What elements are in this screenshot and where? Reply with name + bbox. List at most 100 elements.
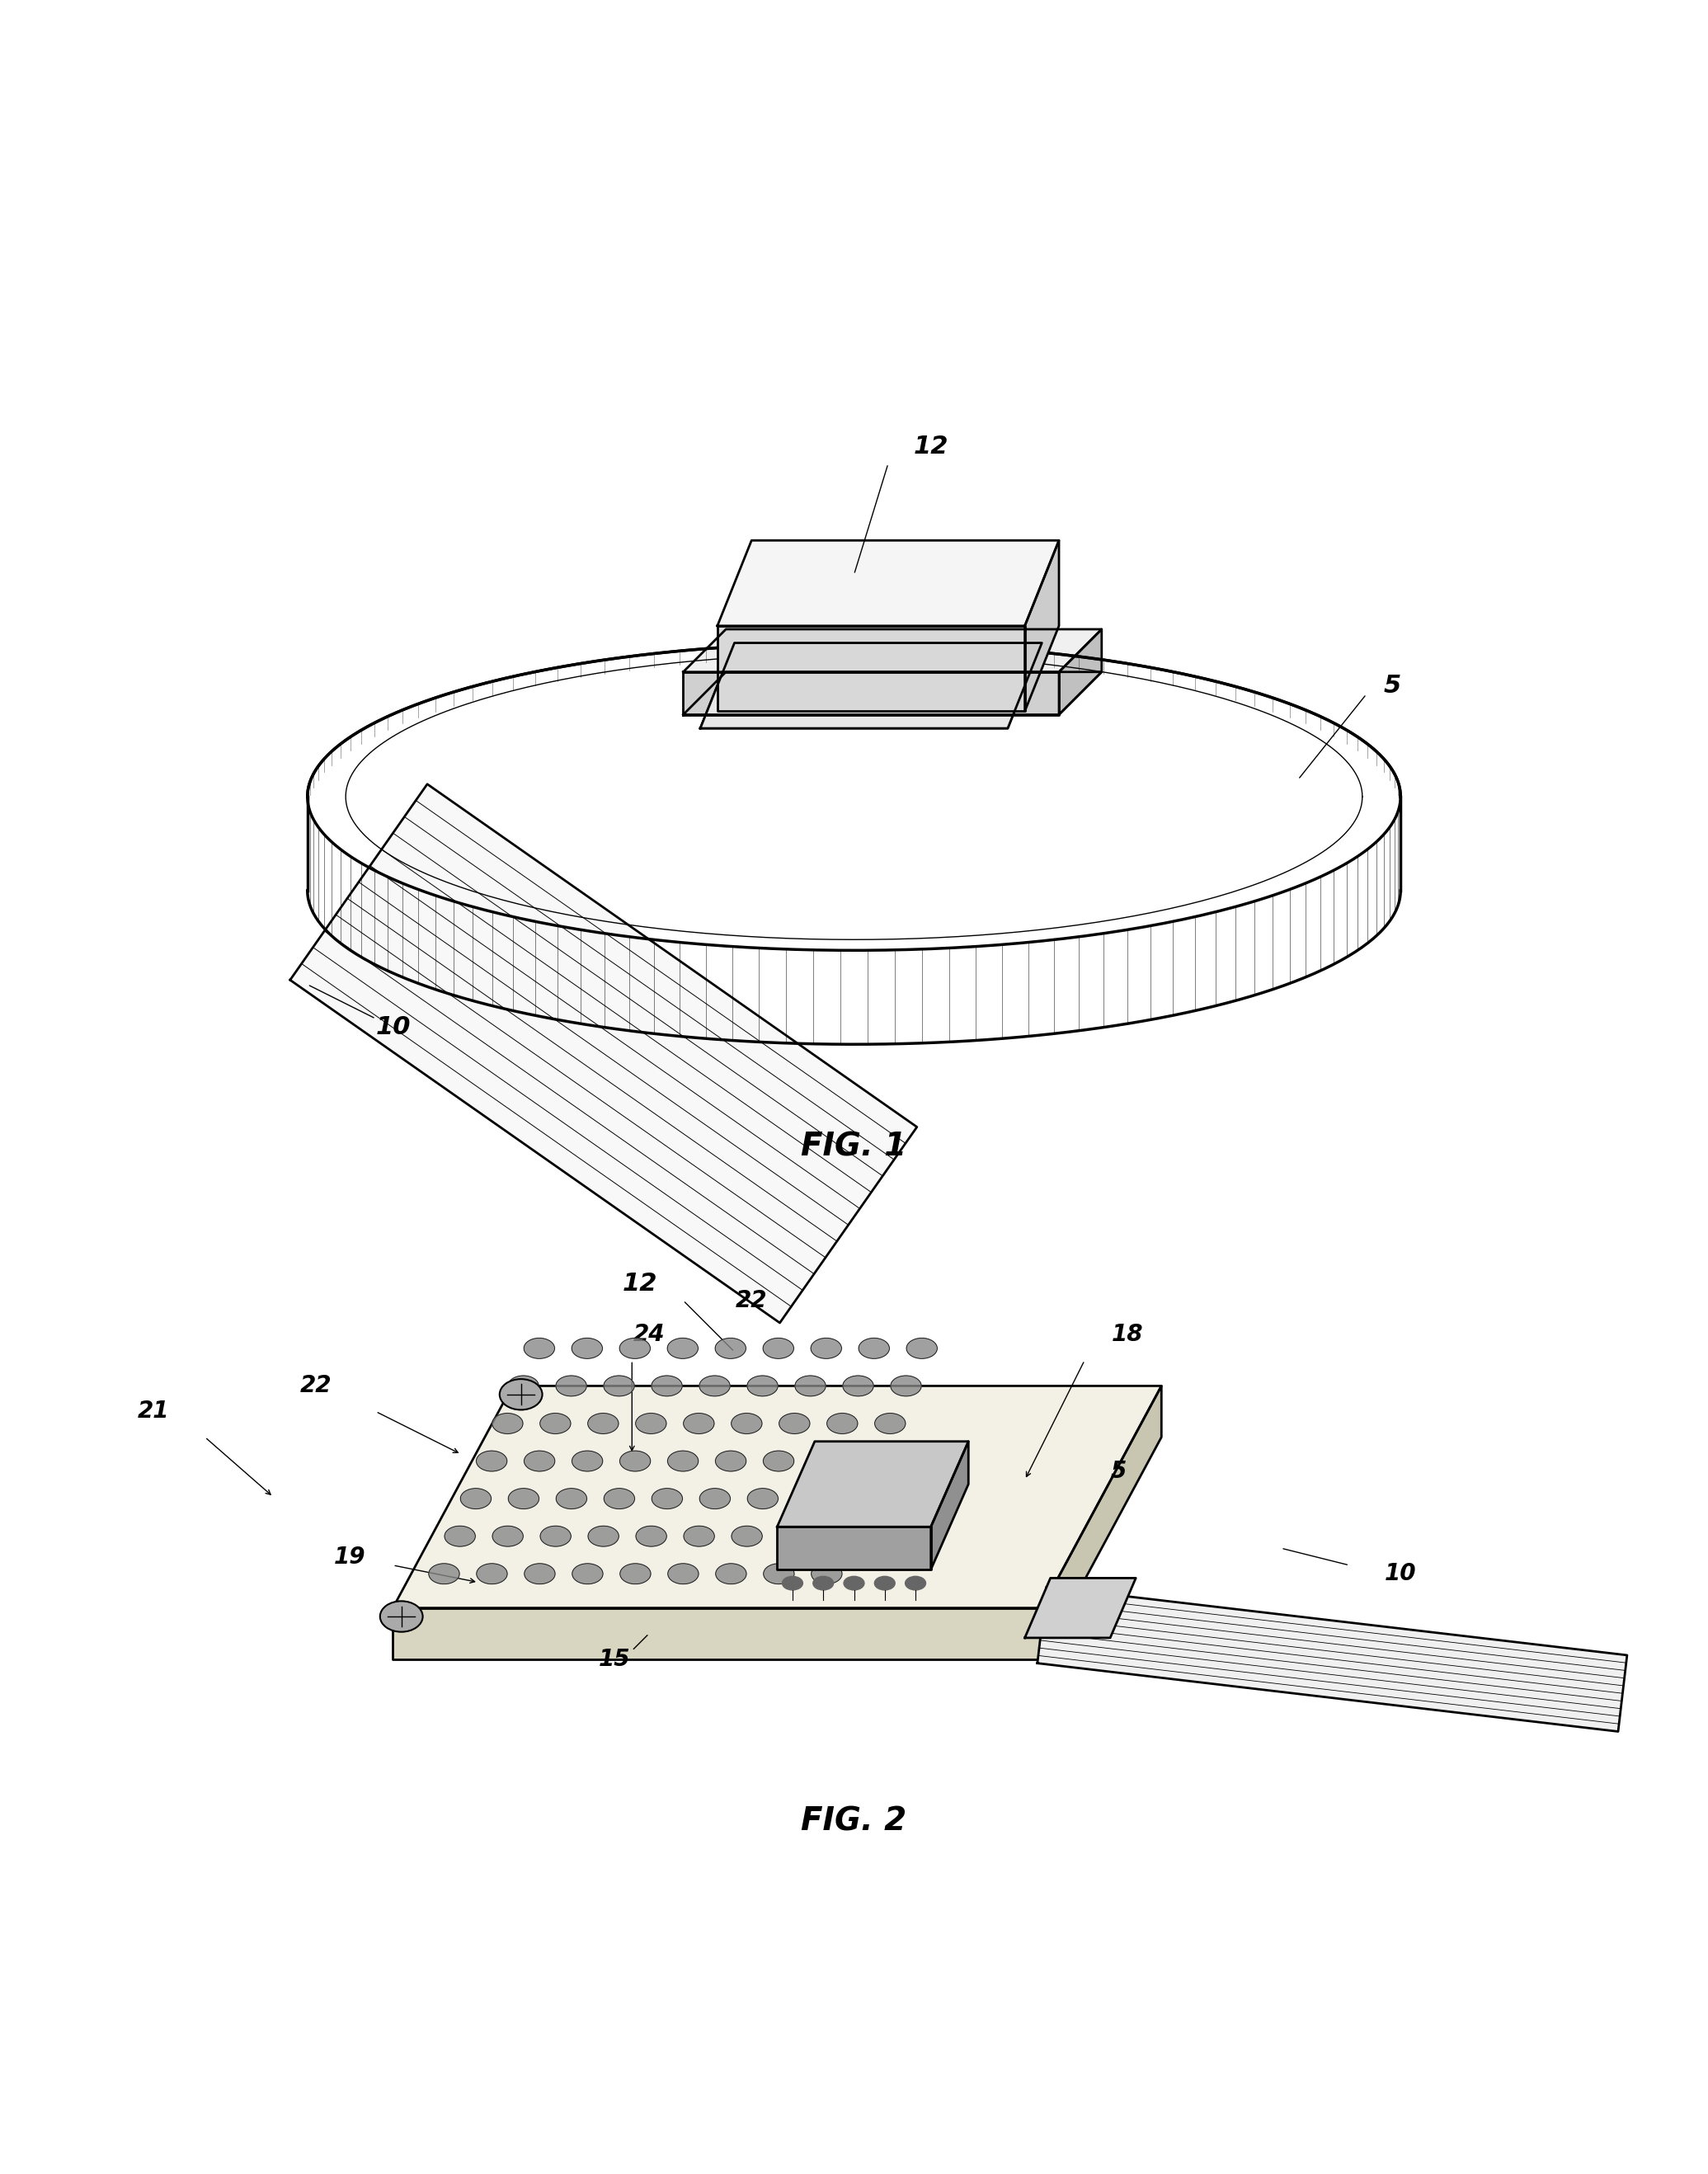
- Ellipse shape: [782, 1576, 803, 1589]
- Ellipse shape: [905, 1576, 926, 1589]
- Ellipse shape: [620, 1450, 651, 1472]
- Polygon shape: [777, 1441, 968, 1526]
- Ellipse shape: [844, 1576, 864, 1589]
- Ellipse shape: [827, 1413, 857, 1433]
- Ellipse shape: [652, 1489, 683, 1509]
- Ellipse shape: [477, 1563, 507, 1585]
- Polygon shape: [717, 626, 1025, 711]
- Text: 12: 12: [622, 1272, 658, 1296]
- Text: FIG. 2: FIG. 2: [801, 1807, 907, 1837]
- Ellipse shape: [668, 1563, 699, 1585]
- Text: 19: 19: [335, 1546, 366, 1567]
- Ellipse shape: [555, 1376, 586, 1396]
- Ellipse shape: [844, 1489, 874, 1509]
- Ellipse shape: [509, 1489, 540, 1509]
- Ellipse shape: [746, 1376, 777, 1396]
- Ellipse shape: [716, 1563, 746, 1585]
- Ellipse shape: [813, 1576, 834, 1589]
- Ellipse shape: [763, 1450, 794, 1472]
- Ellipse shape: [588, 1526, 618, 1546]
- Polygon shape: [290, 785, 917, 1322]
- Polygon shape: [393, 1609, 1042, 1659]
- Ellipse shape: [716, 1450, 746, 1472]
- Polygon shape: [1037, 1587, 1628, 1731]
- Ellipse shape: [874, 1413, 905, 1433]
- Ellipse shape: [811, 1337, 842, 1359]
- Text: 15: 15: [600, 1648, 630, 1672]
- Ellipse shape: [444, 1526, 475, 1546]
- Ellipse shape: [668, 1450, 699, 1472]
- Polygon shape: [683, 672, 1102, 715]
- Ellipse shape: [429, 1563, 459, 1585]
- Ellipse shape: [540, 1413, 570, 1433]
- Ellipse shape: [859, 1450, 890, 1472]
- Ellipse shape: [524, 1563, 555, 1585]
- Text: 24: 24: [634, 1324, 664, 1346]
- Text: 21: 21: [138, 1400, 169, 1424]
- Ellipse shape: [683, 1413, 714, 1433]
- Ellipse shape: [668, 1337, 699, 1359]
- Ellipse shape: [605, 1489, 635, 1509]
- Polygon shape: [700, 644, 1042, 728]
- Ellipse shape: [461, 1489, 492, 1509]
- Polygon shape: [1025, 1578, 1136, 1637]
- Ellipse shape: [379, 1600, 424, 1633]
- Ellipse shape: [635, 1413, 666, 1433]
- Ellipse shape: [811, 1450, 842, 1472]
- Ellipse shape: [779, 1413, 810, 1433]
- Polygon shape: [931, 1441, 968, 1570]
- Ellipse shape: [524, 1450, 555, 1472]
- Polygon shape: [717, 541, 1059, 626]
- Ellipse shape: [794, 1376, 825, 1396]
- Text: 10: 10: [1385, 1563, 1416, 1585]
- Ellipse shape: [499, 1378, 543, 1409]
- Text: 5: 5: [1383, 674, 1401, 698]
- Text: FIG. 1: FIG. 1: [801, 1130, 907, 1163]
- Ellipse shape: [763, 1337, 794, 1359]
- Text: 12: 12: [914, 435, 950, 459]
- Ellipse shape: [557, 1489, 588, 1509]
- Ellipse shape: [796, 1489, 827, 1509]
- Text: 5: 5: [1110, 1459, 1127, 1483]
- Ellipse shape: [507, 1376, 538, 1396]
- Ellipse shape: [716, 1337, 746, 1359]
- Polygon shape: [1042, 1385, 1161, 1659]
- Ellipse shape: [620, 1563, 651, 1585]
- Ellipse shape: [731, 1526, 762, 1546]
- Text: 22: 22: [736, 1289, 767, 1313]
- Ellipse shape: [811, 1563, 842, 1585]
- Ellipse shape: [492, 1413, 523, 1433]
- Ellipse shape: [477, 1450, 507, 1472]
- Polygon shape: [777, 1526, 931, 1570]
- Ellipse shape: [683, 1526, 714, 1546]
- Polygon shape: [393, 1385, 1161, 1609]
- Ellipse shape: [699, 1376, 729, 1396]
- Ellipse shape: [492, 1526, 523, 1546]
- Ellipse shape: [588, 1413, 618, 1433]
- Ellipse shape: [763, 1563, 794, 1585]
- Ellipse shape: [620, 1337, 651, 1359]
- Text: 18: 18: [1112, 1324, 1143, 1346]
- Text: 22: 22: [301, 1374, 331, 1398]
- Polygon shape: [1025, 541, 1059, 711]
- Ellipse shape: [700, 1489, 731, 1509]
- Ellipse shape: [842, 1376, 873, 1396]
- Ellipse shape: [603, 1376, 634, 1396]
- Ellipse shape: [874, 1576, 895, 1589]
- Polygon shape: [683, 628, 1102, 672]
- Text: 10: 10: [376, 1015, 412, 1039]
- Ellipse shape: [779, 1526, 810, 1546]
- Ellipse shape: [572, 1563, 603, 1585]
- Ellipse shape: [572, 1450, 603, 1472]
- Ellipse shape: [635, 1526, 666, 1546]
- Ellipse shape: [859, 1337, 890, 1359]
- Ellipse shape: [572, 1337, 603, 1359]
- Ellipse shape: [748, 1489, 779, 1509]
- Polygon shape: [1059, 628, 1102, 715]
- Ellipse shape: [827, 1526, 857, 1546]
- Polygon shape: [683, 672, 1059, 715]
- Ellipse shape: [731, 1413, 762, 1433]
- Ellipse shape: [540, 1526, 570, 1546]
- Ellipse shape: [890, 1376, 921, 1396]
- Ellipse shape: [907, 1337, 938, 1359]
